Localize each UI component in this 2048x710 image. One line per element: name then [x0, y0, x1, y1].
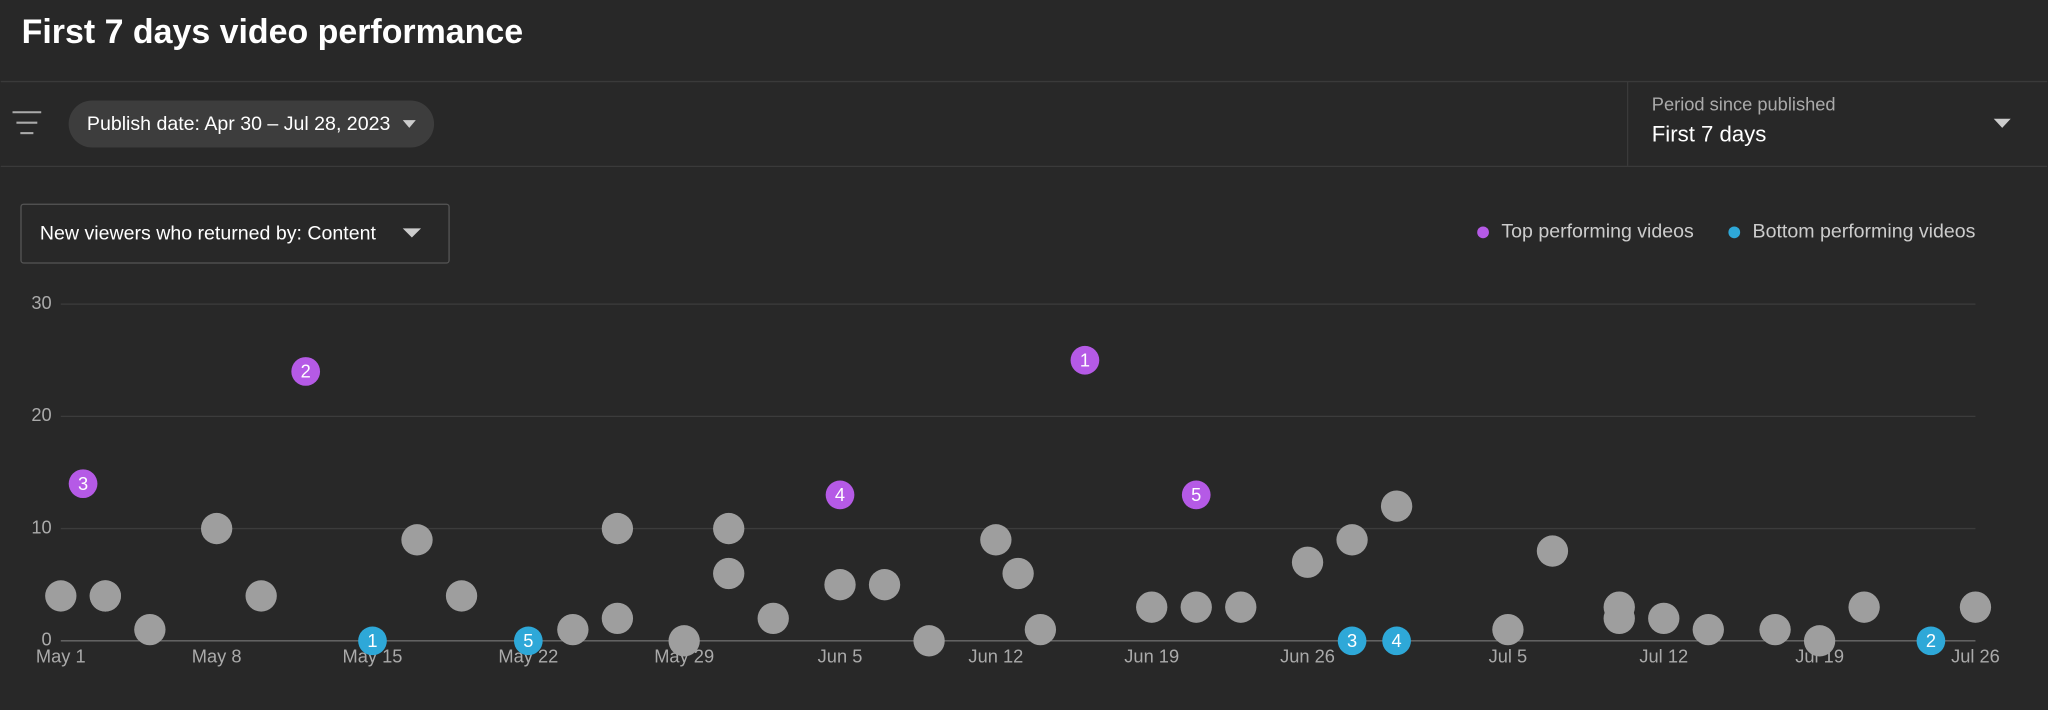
- data-point: [1180, 591, 1212, 623]
- rank-label: 1: [367, 630, 377, 651]
- rank-label: 3: [1347, 630, 1357, 651]
- x-tick-label: May 22: [498, 646, 558, 667]
- data-point: [1024, 613, 1057, 646]
- data-point: [134, 613, 166, 646]
- data-point: [825, 480, 855, 510]
- legend-swatch: [1728, 226, 1741, 239]
- period-value: First 7 days: [1652, 122, 1767, 147]
- y-tick-label: 10: [31, 516, 51, 537]
- rank-label: 5: [523, 630, 533, 651]
- period-dropdown[interactable]: Period since published First 7 days: [1652, 94, 2011, 147]
- filter-icon[interactable]: [12, 111, 42, 135]
- data-point: [200, 512, 233, 545]
- y-tick-label: 0: [41, 629, 51, 650]
- data-point: [1225, 591, 1257, 623]
- data-point: [824, 569, 856, 601]
- data-point: [1692, 613, 1724, 646]
- data-point: [601, 512, 634, 545]
- metric-label: New viewers who returned by: Content: [40, 222, 377, 244]
- data-point: [1603, 602, 1635, 635]
- data-point: [291, 357, 321, 386]
- data-point: [1536, 535, 1569, 567]
- period-label: Period since published: [1652, 94, 1836, 115]
- legend-swatch: [1477, 226, 1489, 239]
- chip-label: Publish date: Apr 30 – Jul 28, 2023: [87, 113, 391, 135]
- data-point: [1070, 345, 1100, 375]
- data-point: [358, 626, 387, 656]
- data-point: [980, 524, 1012, 556]
- data-point: [1136, 591, 1168, 623]
- rank-label: 4: [1392, 630, 1402, 651]
- y-tick-label: 30: [31, 292, 51, 313]
- metric-dropdown[interactable]: New viewers who returned by: Content: [20, 203, 450, 264]
- rank-label: 4: [835, 484, 845, 505]
- data-point: [445, 580, 478, 612]
- legend-label: Bottom performing videos: [1753, 220, 1976, 242]
- page-title: First 7 days video performance: [22, 13, 523, 51]
- data-point: [713, 512, 745, 545]
- data-point: [45, 580, 77, 612]
- publish-date-chip[interactable]: Publish date: Apr 30 – Jul 28, 2023: [68, 100, 435, 148]
- rank-label: 3: [78, 473, 88, 494]
- data-point: [1492, 613, 1524, 646]
- rank-label: 2: [1926, 630, 1936, 651]
- data-point: [1959, 591, 1992, 623]
- legend-label: Top performing videos: [1501, 220, 1694, 242]
- data-point: [1648, 602, 1680, 635]
- data-point: [913, 625, 945, 657]
- data-point: [1916, 626, 1946, 656]
- data-point: [401, 524, 433, 556]
- x-tick-label: Jun 12: [968, 646, 1023, 667]
- data-point: [1380, 490, 1413, 522]
- data-point: [1002, 557, 1034, 590]
- x-tick-label: Jun 5: [818, 646, 863, 667]
- data-point: [1848, 591, 1880, 623]
- data-point: [1181, 480, 1211, 510]
- data-point: [245, 580, 277, 612]
- x-tick-label: Jul 5: [1489, 646, 1528, 667]
- y-tick-label: 20: [31, 404, 51, 425]
- x-tick-label: May 1: [36, 646, 86, 667]
- data-point: [757, 602, 789, 635]
- data-point: [1291, 546, 1324, 578]
- rank-label: 5: [1191, 484, 1201, 505]
- data-point: [89, 580, 121, 612]
- data-point: [1337, 626, 1367, 656]
- rank-label: 1: [1080, 349, 1090, 370]
- x-tick-label: Jul 12: [1639, 646, 1688, 667]
- data-point: [1803, 625, 1836, 657]
- data-point: [557, 613, 589, 646]
- data-point: [68, 469, 98, 499]
- data-point: [713, 557, 745, 590]
- x-tick-label: Jul 26: [1951, 646, 2000, 667]
- x-tick-label: May 15: [343, 646, 403, 667]
- data-point: [601, 602, 634, 635]
- data-point: [1382, 626, 1411, 656]
- x-tick-label: Jun 19: [1124, 646, 1179, 667]
- data-point: [868, 569, 901, 601]
- data-point: [668, 625, 700, 657]
- data-point: [1759, 613, 1791, 646]
- data-point: [513, 626, 543, 656]
- x-tick-label: Jun 26: [1280, 646, 1335, 667]
- rank-label: 2: [301, 361, 311, 382]
- x-tick-label: May 8: [192, 646, 242, 667]
- data-point: [1336, 524, 1368, 556]
